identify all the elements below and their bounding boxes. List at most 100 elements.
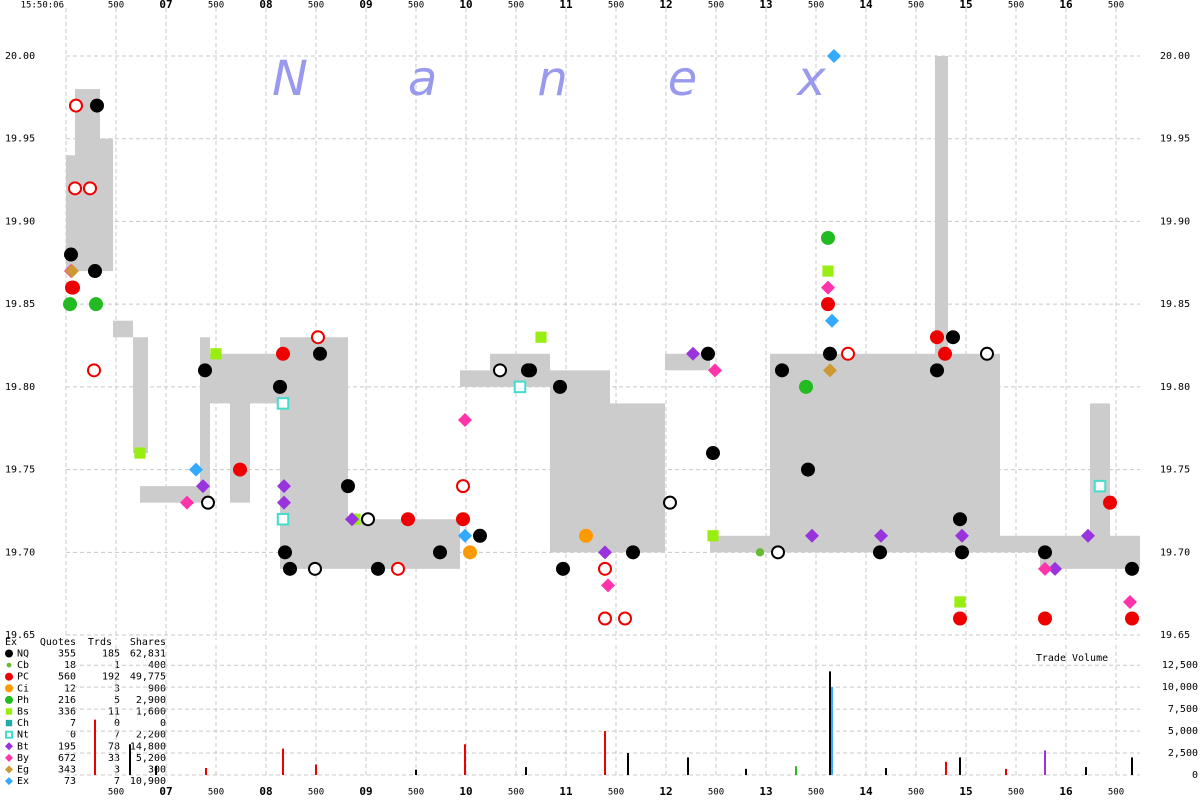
y-tick-label: 19.95 <box>5 134 35 145</box>
trade-marker <box>341 479 355 494</box>
legend-marker <box>5 765 13 774</box>
trade-marker <box>458 528 472 543</box>
x-tick-label: 500 <box>608 788 624 798</box>
quote-marker <box>361 512 375 527</box>
x-tick-label: 15 <box>959 785 972 798</box>
x-tick-label: 500 <box>208 788 224 798</box>
quote-marker <box>83 181 97 196</box>
legend-trades: 192 <box>102 672 120 683</box>
legend-marker <box>6 662 12 668</box>
trade-marker <box>930 330 944 345</box>
trade-marker <box>513 380 527 394</box>
x-tick-label: 500 <box>408 788 424 798</box>
trade-marker <box>1048 561 1062 576</box>
trade-marker <box>823 346 837 361</box>
trade-marker <box>276 346 290 361</box>
legend-quotes: 7 <box>70 718 76 729</box>
trade-marker <box>755 548 765 557</box>
x-tick-label: 500 <box>108 1 124 11</box>
legend-shares: 49,775 <box>130 672 166 683</box>
nbbo-band <box>100 138 113 272</box>
volume-bar <box>464 744 466 775</box>
x-tick-label: 500 <box>1008 1 1024 11</box>
x-tick-label: 500 <box>908 788 924 798</box>
legend-trades: 185 <box>102 649 120 660</box>
trade-marker <box>345 512 359 527</box>
trade-marker <box>90 98 104 113</box>
trade-marker <box>707 530 719 542</box>
y-tick-label-right: 19.85 <box>1160 299 1190 310</box>
y-tick-label-right: 19.65 <box>1160 630 1190 641</box>
legend-name: By <box>17 753 29 764</box>
x-tick-label: 500 <box>608 1 624 11</box>
trade-marker <box>821 297 835 312</box>
trade-marker <box>89 297 103 312</box>
legend-marker <box>5 672 13 681</box>
volume-bar <box>959 757 961 775</box>
trade-marker <box>180 495 194 510</box>
legend-marker <box>5 742 13 751</box>
legend-quotes: 560 <box>58 672 76 683</box>
trade-marker <box>276 512 290 526</box>
x-tick-label: 07 <box>159 785 172 798</box>
volume-bar <box>525 767 527 775</box>
legend-shares: 14,800 <box>130 741 166 752</box>
legend-shares: 62,831 <box>130 649 166 660</box>
trade-marker <box>63 297 77 312</box>
legend-marker <box>5 649 13 658</box>
x-tick-label: 500 <box>308 788 324 798</box>
nbbo-band <box>113 320 133 338</box>
trade-marker <box>65 280 79 295</box>
legend-shares: 2,200 <box>136 730 166 741</box>
volume-bar <box>94 719 96 775</box>
nbbo-band <box>610 403 665 553</box>
trade-marker <box>946 330 960 345</box>
legend-quotes: 0 <box>70 730 76 741</box>
volume-bar <box>315 764 317 775</box>
volume-bar <box>745 768 747 775</box>
y-tick-label: 19.65 <box>5 630 35 641</box>
quote-marker <box>308 561 322 576</box>
x-tick-label: 500 <box>708 1 724 11</box>
y-tick-label: 19.75 <box>5 465 35 476</box>
legend-trades: 11 <box>108 707 120 718</box>
legend-header: Quotes <box>40 637 76 648</box>
x-tick-label: 08 <box>259 0 272 11</box>
trade-marker <box>1093 479 1107 493</box>
x-tick-label: 10 <box>459 0 472 11</box>
x-tick-label: 500 <box>108 788 124 798</box>
legend-name: Bs <box>17 707 29 718</box>
volume-bar <box>885 767 887 775</box>
x-tick-label: 15:50:06 <box>21 1 64 11</box>
volume-bar <box>604 731 606 775</box>
legend-quotes: 216 <box>58 695 76 706</box>
trade-marker <box>233 462 247 477</box>
trade-marker <box>458 412 472 427</box>
trade-marker <box>313 346 327 361</box>
legend-trades: 3 <box>114 683 120 694</box>
volume-bar <box>831 687 833 775</box>
trade-marker <box>553 379 567 394</box>
nbbo-band <box>230 353 250 503</box>
legend-name: PC <box>17 672 29 683</box>
trade-marker <box>821 230 835 245</box>
legend-header: Ex <box>5 637 17 648</box>
trade-marker <box>535 331 547 343</box>
legend-shares: 5,200 <box>136 753 166 764</box>
y-tick-label-right: 19.70 <box>1160 547 1190 558</box>
trade-marker <box>701 346 715 361</box>
trade-marker <box>686 346 700 361</box>
legend-shares: 400 <box>148 660 166 671</box>
y-tick-label: 5,000 <box>1168 726 1198 737</box>
y-tick-label-right: 20.00 <box>1160 51 1190 62</box>
y-tick-label: 0 <box>1192 770 1198 781</box>
trade-marker <box>1038 561 1052 576</box>
volume-bar <box>627 753 629 775</box>
nbbo-band <box>66 155 75 272</box>
trade-marker <box>1038 545 1052 560</box>
quote-marker <box>311 330 325 345</box>
quote-marker <box>456 479 470 494</box>
nbbo-band <box>75 89 100 272</box>
trade-marker <box>88 264 102 279</box>
nbbo-band <box>550 370 610 553</box>
